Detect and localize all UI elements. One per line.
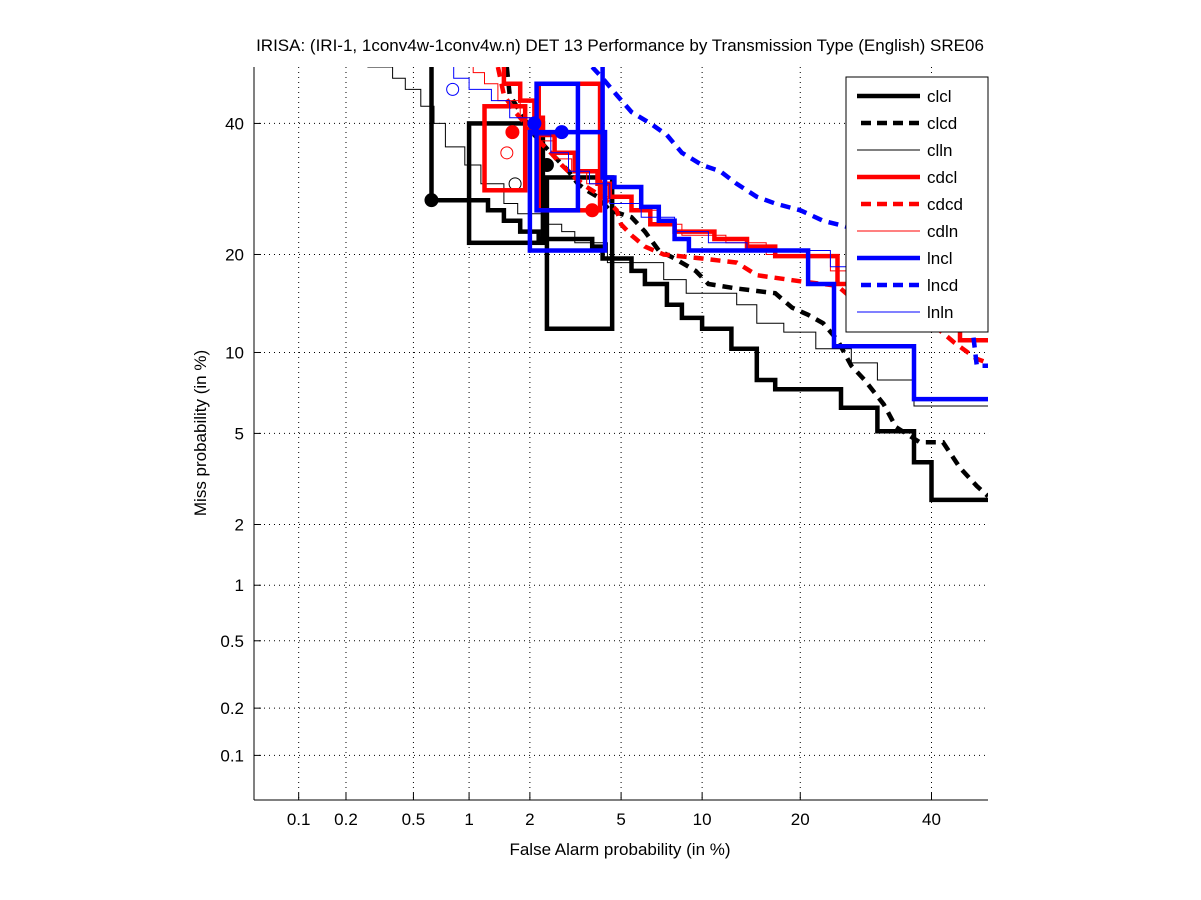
dcf-marker-clcl	[424, 193, 439, 208]
y-tick-label: 40	[225, 114, 244, 133]
y-tick-label: 5	[235, 424, 244, 443]
x-tick-label: 0.1	[287, 810, 311, 829]
x-tick-label: 1	[464, 810, 473, 829]
legend-label-cdcl: cdcl	[927, 168, 957, 187]
x-tick-label: 0.2	[334, 810, 358, 829]
curve-lncl	[600, 67, 988, 402]
x-tick-label: 20	[791, 810, 810, 829]
dcf-marker-lncd	[527, 116, 542, 131]
y-tick-label: 20	[225, 245, 244, 264]
y-tick-label: 0.2	[220, 699, 244, 718]
chart-title: IRISA: (IRI-1, 1conv4w-1conv4w.n) DET 13…	[256, 36, 984, 55]
y-tick-label: 10	[225, 343, 244, 362]
dcf-marker-cdcl	[505, 125, 520, 140]
y-axis-label: Miss probability (in %)	[191, 350, 210, 516]
dcf-marker-clcd	[539, 157, 554, 172]
curve-clln	[367, 67, 988, 407]
confidence-box-clcl	[466, 121, 546, 246]
legend-label-clcd: clcd	[927, 114, 957, 133]
legend-label-lncd: lncd	[927, 276, 958, 295]
legend-label-clcl: clcl	[927, 87, 952, 106]
legend-label-lnln: lnln	[927, 303, 953, 322]
grid-lines	[254, 67, 988, 800]
x-tick-labels: 0.1 0.2 0.5 1 2 5 10 20 40	[287, 810, 941, 829]
y-tick-label: 1	[235, 576, 244, 595]
legend-label-cdln: cdln	[927, 222, 958, 241]
x-tick-label: 0.5	[402, 810, 426, 829]
y-tick-label: 0.1	[220, 746, 244, 765]
y-tick-labels: 0.1 0.2 0.5 1 2 5 10 20 40	[220, 114, 244, 765]
x-tick-label: 10	[693, 810, 712, 829]
dcf-marker-lnln	[446, 82, 460, 96]
dcf-marker-cdcd	[585, 203, 600, 218]
legend-label-cdcd: cdcd	[927, 195, 963, 214]
x-tick-label: 2	[525, 810, 534, 829]
x-tick-label: 40	[922, 810, 941, 829]
x-axis-label: False Alarm probability (in %)	[509, 840, 730, 859]
confidence-box-cdcd	[482, 104, 528, 193]
legend-label-lncl: lncl	[927, 249, 953, 268]
axes	[253, 67, 988, 801]
legend: clcl clcd clln cdcl cdcd cdln lncl lncd lnln	[845, 76, 989, 333]
curve-clcl	[429, 67, 988, 503]
y-tick-label: 0.5	[220, 632, 244, 651]
y-tick-label: 2	[235, 515, 244, 534]
dcf-marker-cdln	[500, 146, 514, 160]
dcf-marker-lncl	[554, 125, 569, 140]
x-tick-label: 5	[616, 810, 625, 829]
confidence-box-lncd	[534, 81, 581, 213]
legend-label-clln: clln	[927, 141, 953, 160]
